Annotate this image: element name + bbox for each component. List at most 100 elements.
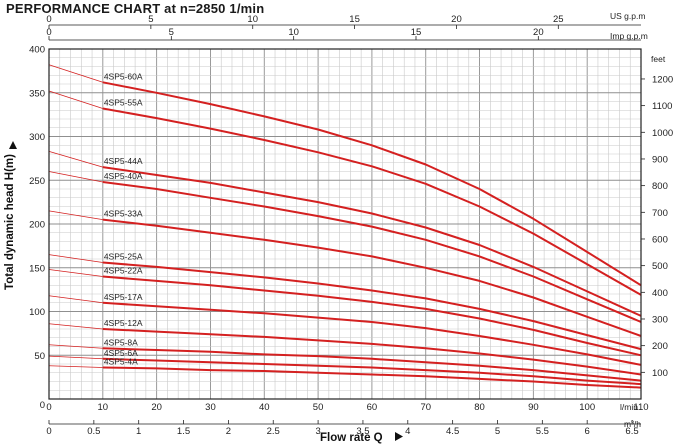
series-line: [102, 261, 642, 351]
m3h-tick-label: 5: [495, 426, 500, 437]
m3h-tick-label: 2.5: [267, 426, 280, 437]
m3h-tick-label: 0: [46, 426, 51, 437]
imp-gpm-tick-label: 5: [169, 27, 174, 38]
y-tick-label: 350: [29, 88, 45, 99]
series-line: [102, 181, 642, 323]
series-shutoff-line: [48, 295, 103, 304]
y-tick-label: 0: [40, 400, 45, 411]
right-unit-feet: feet: [651, 54, 666, 64]
series-line: [102, 166, 642, 317]
us-gpm-tick-label: 0: [46, 14, 51, 25]
series-label: 4SP5-60A: [104, 71, 143, 81]
us-gpm-tick-label: 15: [349, 14, 360, 25]
series-shutoff-line: [48, 171, 103, 183]
series-label: 4SP5-55A: [104, 98, 143, 108]
y-tick-label: 50: [34, 351, 45, 362]
page-title: PERFORMANCE CHART at n=2850 1/min: [6, 1, 265, 16]
series-shutoff-line: [48, 210, 103, 221]
x-unit-lmin: l/min: [620, 402, 638, 412]
x-tick-label: 50: [313, 402, 324, 413]
x-tick-label: 80: [474, 402, 485, 413]
y-tick-label: 100: [29, 307, 45, 318]
m3h-tick-label: 3.5: [356, 426, 369, 437]
series-label: 4SP5-33A: [104, 209, 143, 219]
x-unit-m3h: m³/h: [624, 419, 641, 429]
m3h-tick-label: 4: [405, 426, 410, 437]
series-line: [102, 357, 642, 386]
us-gpm-tick-label: 20: [451, 14, 462, 25]
y-tick-label: 250: [29, 176, 45, 187]
x-tick-label: 0: [46, 402, 51, 413]
curve-labels: 4SP5-60A 4SP5-55A 4SP5-44A 4SP5-40A 4SP5-33A…: [104, 71, 143, 366]
x-tick-label: 20: [151, 402, 162, 413]
x-tick-label: 70: [420, 402, 431, 413]
series-label: 4SP5-8A: [104, 337, 138, 347]
series-line: [102, 366, 642, 389]
series-label: 4SP5-25A: [104, 252, 143, 262]
series-label: 4SP5-17A: [104, 292, 143, 302]
x-tick-label: 10: [98, 402, 109, 413]
imp-gpm-tick-label: 15: [411, 27, 422, 38]
series-label: 4SP5-40A: [104, 171, 143, 181]
feet-tick-label: 700: [652, 208, 668, 219]
series-line: [102, 218, 642, 337]
series-line: [102, 81, 642, 287]
m3h-tick-label: 1.5: [177, 426, 190, 437]
feet-tick-label: 1200: [652, 74, 673, 85]
series-line: [102, 347, 642, 382]
x-tick-label: 30: [205, 402, 216, 413]
m3h-tick-label: 1: [136, 426, 141, 437]
feet-tick-label: 800: [652, 181, 668, 192]
y-tick-label: 150: [29, 263, 45, 274]
m3h-tick-label: 6: [585, 426, 590, 437]
frame: [9, 24, 645, 441]
x-tick-label: 100: [579, 402, 595, 413]
y-tick-label: 300: [29, 132, 45, 143]
feet-tick-label: 100: [652, 368, 668, 379]
feet-tick-label: 900: [652, 154, 668, 165]
us-gpm-tick-label: 10: [247, 14, 258, 25]
m3h-tick-label: 6.5: [625, 426, 638, 437]
series-label: 4SP5-4A: [104, 357, 138, 367]
x-tick-label: 40: [259, 402, 270, 413]
plot-frame: [48, 48, 642, 400]
y-tick-label: 400: [29, 45, 45, 56]
series-shutoff-line: [48, 254, 103, 263]
series-shutoff-line: [48, 64, 103, 83]
imp-gpm-tick-label: 10: [288, 27, 299, 38]
series-shutoff-line: [48, 323, 103, 330]
feet-tick-label: 600: [652, 234, 668, 245]
series-line: [102, 107, 642, 296]
series-shutoff-line: [48, 90, 103, 109]
series-line: [102, 301, 642, 366]
us-gpm-tick-label: 5: [148, 14, 153, 25]
series-label: 4SP5-6A: [104, 348, 138, 358]
x-axis-arrow-icon: [395, 432, 403, 441]
feet-tick-label: 400: [652, 288, 668, 299]
m3h-tick-label: 2: [226, 426, 231, 437]
series-label: 4SP5-22A: [104, 266, 143, 276]
x-tick-label: 90: [528, 402, 539, 413]
series-shutoff-line: [48, 344, 103, 349]
series-shutoff-line: [48, 269, 103, 277]
feet-tick-label: 500: [652, 261, 668, 272]
top-unit-us: US g.p.m: [610, 11, 645, 21]
imp-gpm-tick-label: 20: [533, 27, 544, 38]
x-tick-label: 110: [633, 402, 648, 413]
m3h-tick-label: 5.5: [536, 426, 549, 437]
series-line: [102, 328, 642, 376]
m3h-tick-label: 3: [315, 426, 320, 437]
series-label: 4SP5-12A: [104, 318, 143, 328]
feet-tick-label: 200: [652, 341, 668, 352]
series-label: 4SP5-44A: [104, 156, 143, 166]
x-tick-label: 60: [367, 402, 378, 413]
us-gpm-tick-label: 25: [553, 14, 564, 25]
imp-gpm-tick-label: 0: [46, 27, 51, 38]
y-axis-title: Total dynamic head H(m): [4, 154, 16, 290]
feet-tick-label: 1000: [652, 128, 673, 139]
top-unit-imp: Imp g.p.m: [610, 31, 648, 41]
series-line: [102, 275, 642, 357]
